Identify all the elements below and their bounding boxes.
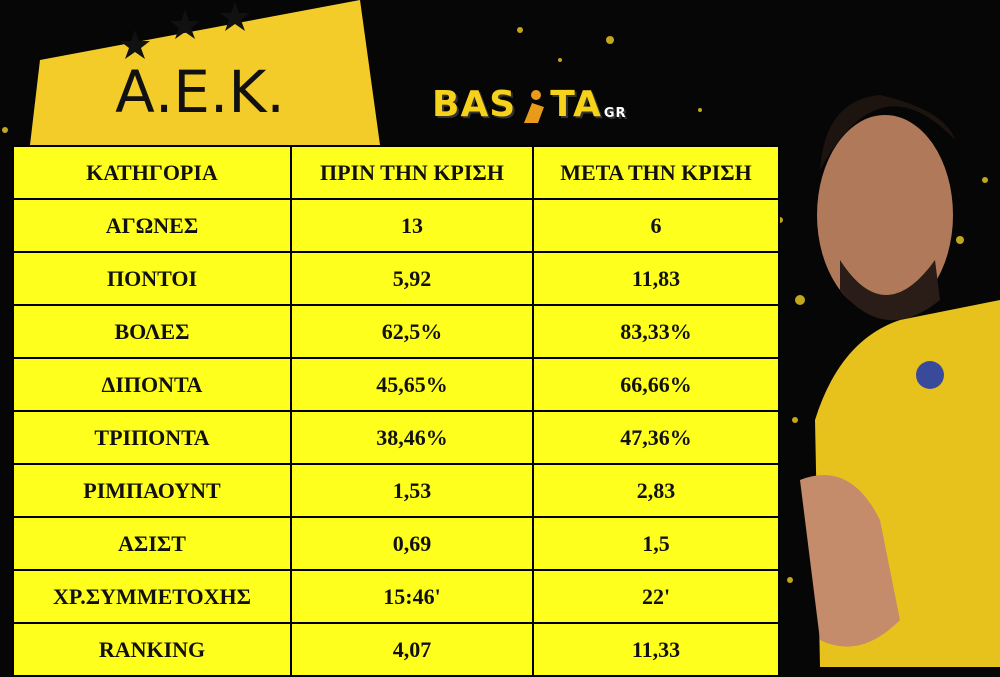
brand-suffix: GR	[603, 106, 627, 121]
stats-table: ΚΑΤΗΓΟΡΙΑ ΠΡΙΝ ΤΗΝ ΚΡΙΣΗ ΜΕΤΑ ΤΗΝ ΚΡΙΣΗ ΑΓΩ…	[12, 145, 780, 677]
category-cell: RANKING	[12, 622, 292, 677]
brand-logo: BAS TA GR	[432, 84, 627, 125]
value-cell: 45,65%	[290, 357, 534, 412]
header-cell: ΚΑΤΗΓΟΡΙΑ	[12, 145, 292, 200]
table-row: ΠΟΝΤΟΙ 5,92 11,83	[12, 251, 780, 306]
table-row: ΑΓΩΝΕΣ 13 6	[12, 198, 780, 253]
player-photo	[800, 95, 1000, 667]
category-cell: ΑΣΙΣΤ	[12, 516, 292, 571]
category-cell: ΒΟΛΕΣ	[12, 304, 292, 359]
value-cell: 2,83	[532, 463, 780, 518]
table-row: ΒΟΛΕΣ 62,5% 83,33%	[12, 304, 780, 359]
value-cell: 66,66%	[532, 357, 780, 412]
value-cell: 1,5	[532, 516, 780, 571]
value-cell: 1,53	[290, 463, 534, 518]
value-cell: 0,69	[290, 516, 534, 571]
value-cell: 22'	[532, 569, 780, 624]
value-cell: 15:46'	[290, 569, 534, 624]
value-cell: 13	[290, 198, 534, 253]
value-cell: 4,07	[290, 622, 534, 677]
value-cell: 11,33	[532, 622, 780, 677]
value-cell: 5,92	[290, 251, 534, 306]
header-cell: ΜΕΤΑ ΤΗΝ ΚΡΙΣΗ	[532, 145, 780, 200]
table-row: ΔΙΠΟΝΤΑ 45,65% 66,66%	[12, 357, 780, 412]
category-cell: ΠΟΝΤΟΙ	[12, 251, 292, 306]
logo-stars	[120, 2, 250, 59]
table-row: ΤΡΙΠΟΝΤΑ 38,46% 47,36%	[12, 410, 780, 465]
value-cell: 83,33%	[532, 304, 780, 359]
logo-shield	[30, 0, 380, 145]
value-cell: 11,83	[532, 251, 780, 306]
value-cell: 6	[532, 198, 780, 253]
table-row: ΡΙΜΠΑΟΥΝΤ 1,53 2,83	[12, 463, 780, 518]
category-cell: ΔΙΠΟΝΤΑ	[12, 357, 292, 412]
brand-icon	[524, 90, 545, 123]
category-cell: ΡΙΜΠΑΟΥΝΤ	[12, 463, 292, 518]
header-cell: ΠΡΙΝ ΤΗΝ ΚΡΙΣΗ	[290, 145, 534, 200]
table-row: ΧΡ.ΣΥΜΜΕΤΟΧΗΣ 15:46' 22'	[12, 569, 780, 624]
value-cell: 47,36%	[532, 410, 780, 465]
header-row: ΚΑΤΗΓΟΡΙΑ ΠΡΙΝ ΤΗΝ ΚΡΙΣΗ ΜΕΤΑ ΤΗΝ ΚΡΙΣΗ	[12, 145, 780, 200]
logo-text: Α.Ε.Κ.	[115, 58, 285, 126]
brand-right: TA	[550, 84, 602, 125]
table-row: ΑΣΙΣΤ 0,69 1,5	[12, 516, 780, 571]
category-cell: ΤΡΙΠΟΝΤΑ	[12, 410, 292, 465]
value-cell: 38,46%	[290, 410, 534, 465]
category-cell: ΧΡ.ΣΥΜΜΕΤΟΧΗΣ	[12, 569, 292, 624]
category-cell: ΑΓΩΝΕΣ	[12, 198, 292, 253]
table-row: RANKING 4,07 11,33	[12, 622, 780, 677]
value-cell: 62,5%	[290, 304, 534, 359]
brand-left: BAS	[432, 84, 517, 125]
